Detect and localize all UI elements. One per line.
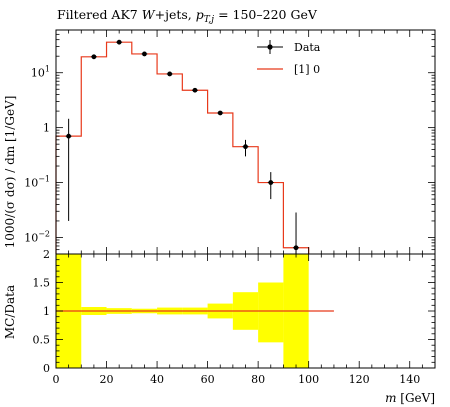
mc-histogram-line — [55, 41, 310, 254]
main-panel — [55, 39, 310, 254]
axes: 0 20 40 60 80 100 120 140 101 1 10−1 10−2 0 0.5 1 1.5 2 — [24, 29, 436, 386]
ratio-y-tick-label: 1 — [43, 305, 50, 318]
legend: Data [1] 0 — [257, 40, 321, 76]
ratio-y-tick-label: 0 — [43, 362, 50, 375]
x-tick-label: 120 — [349, 373, 370, 386]
y-tick-label: 1 — [43, 122, 50, 135]
y-axis-label: 1000/(σ dσ) / dm [1/GeV] — [3, 96, 17, 249]
x-tick-label: 20 — [100, 373, 114, 386]
data-point — [116, 39, 122, 45]
x-axis-label: m [GeV] — [385, 391, 435, 405]
y-tick-label: 10−1 — [24, 175, 50, 190]
ratio-y-tick-label: 2 — [43, 248, 50, 261]
data-point — [192, 87, 198, 93]
x-tick-label: 0 — [53, 373, 60, 386]
x-tick-label: 80 — [251, 373, 265, 386]
ratio-y-tick-label: 1.5 — [33, 277, 51, 290]
data-point — [142, 51, 147, 57]
chart-title: Filtered AK7 W+jets, pT,j = 150–220 GeV — [57, 7, 318, 25]
ratio-panel — [56, 254, 334, 368]
x-tick-label: 100 — [298, 373, 319, 386]
data-point — [66, 133, 72, 139]
legend-data-marker — [267, 44, 273, 50]
ratio-y-axis-label: MC/Data — [3, 285, 17, 339]
data-point — [91, 54, 97, 60]
y-tick-label: 101 — [31, 65, 50, 80]
legend-data-label: Data — [294, 41, 321, 54]
x-tick-label: 40 — [150, 373, 164, 386]
ratio-band-bin — [258, 282, 284, 343]
y-tick-label: 10−2 — [24, 229, 50, 244]
legend-mc-label: [1] 0 — [294, 63, 320, 76]
ratio-y-tick-label: 0.5 — [33, 334, 51, 347]
data-point — [167, 71, 173, 77]
x-tick-label: 140 — [399, 373, 420, 386]
x-tick-label: 60 — [201, 373, 215, 386]
data-point — [243, 144, 248, 150]
data-point — [268, 180, 274, 185]
data-point — [293, 245, 299, 251]
data-point — [217, 110, 223, 116]
